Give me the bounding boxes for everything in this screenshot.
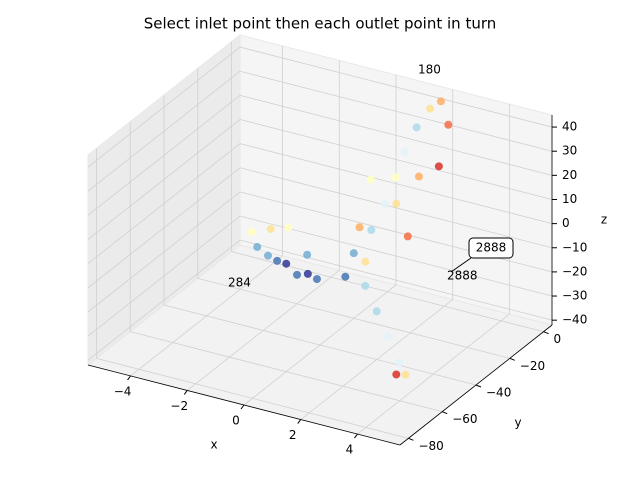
annotation-box	[468, 237, 514, 259]
point	[355, 223, 364, 232]
grid-line	[239, 70, 553, 152]
point	[253, 242, 262, 251]
z-tick-label: −10	[562, 240, 587, 254]
annotation: 2888	[476, 241, 507, 255]
point	[401, 370, 410, 379]
point	[372, 307, 381, 316]
point	[384, 332, 393, 341]
point	[366, 175, 375, 184]
y-tick	[543, 331, 549, 335]
y-tick-label: −20	[520, 359, 545, 373]
point	[392, 199, 401, 208]
axis-line	[87, 364, 401, 446]
chart-title: Select inlet point then each outlet poin…	[144, 15, 497, 33]
point	[395, 358, 404, 367]
grid-line	[163, 304, 477, 386]
z-tick-label: 30	[562, 144, 577, 158]
x-tick	[127, 375, 131, 381]
x-tick-label: 4	[346, 443, 354, 457]
annotation-arrow	[450, 257, 472, 273]
grid-line	[87, 191, 241, 313]
x-tick	[297, 419, 302, 424]
grid-line	[87, 239, 241, 361]
y-tick-label: 0	[554, 332, 562, 346]
z-tick-label: 10	[562, 192, 577, 206]
z-tick-label: −30	[562, 289, 587, 303]
point	[293, 270, 302, 279]
point	[434, 162, 443, 171]
z-axis-label: z	[601, 213, 607, 227]
z-tick-label: 20	[562, 168, 577, 182]
grid-line	[239, 239, 553, 321]
point	[414, 172, 423, 181]
point	[400, 148, 409, 157]
annotation: 180	[418, 63, 441, 77]
point	[284, 223, 293, 232]
grid-line	[239, 94, 553, 176]
axis-line	[399, 324, 553, 446]
point	[403, 232, 412, 241]
point	[367, 225, 376, 234]
y-tick-label: −80	[418, 439, 443, 453]
point	[273, 256, 282, 265]
grid-line	[239, 215, 553, 297]
grid-line	[87, 95, 241, 216]
grid-line	[239, 143, 553, 225]
point	[266, 225, 275, 234]
grid-line	[87, 46, 241, 168]
z-tick-label: 0	[562, 216, 570, 230]
x-axis-label: x	[210, 438, 217, 452]
grid-line	[197, 277, 510, 359]
y-axis-label: y	[514, 416, 521, 430]
x-tick	[240, 404, 245, 410]
z-tick-label: −40	[562, 313, 587, 327]
y-tick-label: −40	[486, 386, 511, 400]
point	[349, 249, 358, 258]
point	[303, 250, 312, 259]
point	[361, 281, 370, 290]
z-tick-label: 40	[562, 120, 577, 134]
y-tick	[408, 437, 414, 441]
grid-line	[87, 70, 241, 192]
point	[391, 173, 400, 182]
annotation: 2888	[447, 269, 478, 283]
point	[282, 259, 291, 268]
point	[412, 123, 421, 132]
point	[341, 272, 350, 281]
y-tick	[475, 384, 482, 388]
annotation: 284	[228, 276, 251, 290]
point	[303, 269, 312, 278]
x-tick-label: −2	[170, 399, 188, 413]
grid-line	[87, 167, 241, 289]
point	[361, 257, 370, 266]
grid-line	[87, 143, 241, 264]
z-tick-label: −20	[562, 264, 587, 278]
point	[247, 227, 256, 236]
x-tick-label: 2	[289, 428, 297, 442]
point	[312, 275, 321, 284]
grid-line	[239, 191, 553, 273]
point	[444, 120, 453, 129]
grid-line	[239, 46, 553, 128]
y-tick	[442, 411, 448, 415]
grid-line	[239, 119, 553, 200]
grid-line	[130, 331, 443, 413]
y-tick-label: −60	[452, 412, 477, 426]
grid-line	[96, 357, 409, 439]
x-tick	[183, 390, 188, 395]
grid-line	[239, 167, 553, 249]
point	[392, 370, 401, 379]
point	[264, 251, 273, 260]
point	[436, 97, 445, 106]
point	[426, 104, 435, 113]
x-tick-label: 0	[232, 414, 240, 428]
x-tick	[354, 433, 358, 439]
point	[380, 200, 389, 209]
grid-line	[87, 119, 241, 240]
y-tick	[509, 357, 515, 361]
grid-line	[87, 215, 241, 337]
x-tick-label: −4	[114, 384, 132, 398]
